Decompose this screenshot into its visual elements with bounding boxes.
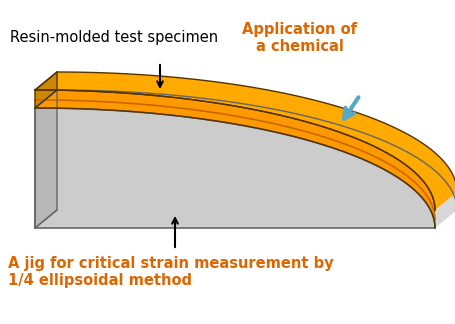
Polygon shape <box>35 108 435 228</box>
Polygon shape <box>35 72 455 210</box>
Polygon shape <box>35 90 57 228</box>
Text: A jig for critical strain measurement by
1/4 ellipsoidal method: A jig for critical strain measurement by… <box>8 256 334 288</box>
Polygon shape <box>35 90 435 228</box>
Polygon shape <box>35 72 57 108</box>
Text: Application of
a chemical: Application of a chemical <box>243 22 358 54</box>
Polygon shape <box>35 90 455 228</box>
Text: Resin-molded test specimen: Resin-molded test specimen <box>10 30 218 45</box>
